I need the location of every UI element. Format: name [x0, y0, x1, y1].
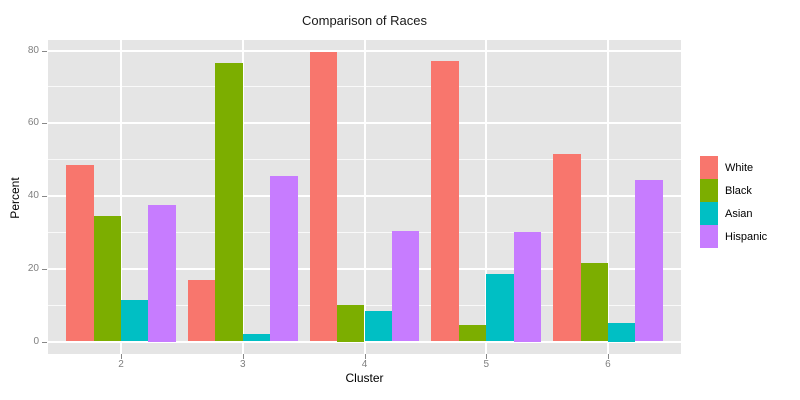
bar-black-cluster-4: [337, 305, 365, 342]
legend-item: Black: [700, 179, 767, 202]
gridline-major: [48, 122, 681, 125]
legend-label: White: [725, 161, 754, 174]
legend-swatch-black: [700, 179, 718, 202]
x-axis-tick: [242, 354, 244, 359]
bar-white-cluster-6: [553, 154, 581, 342]
legend-label: Black: [725, 184, 752, 197]
gridline-major: [48, 49, 681, 52]
y-axis-tick: [42, 196, 47, 197]
chart-title: Comparison of Races: [302, 13, 427, 28]
y-tick-label: 80: [27, 44, 39, 56]
bar-white-cluster-3: [187, 279, 216, 342]
gridline-vertical: [120, 40, 123, 354]
y-axis-tick: [42, 123, 47, 125]
bar-hispanic-cluster-4: [391, 230, 420, 342]
gridline-vertical: [241, 40, 244, 354]
x-tick-label: 3: [239, 359, 246, 370]
x-axis-tick: [607, 354, 609, 359]
legend-item: White: [700, 156, 767, 179]
bar-asian-cluster-6: [607, 323, 636, 342]
bar-hispanic-cluster-3: [270, 175, 298, 342]
gridline-major: [48, 195, 681, 197]
gridline-minor: [48, 231, 681, 233]
bar-white-cluster-2: [66, 165, 94, 342]
x-tick-label: 2: [118, 359, 124, 370]
legend: White Black Asian Hispanic: [700, 156, 767, 248]
y-tick-label: 20: [27, 262, 39, 274]
bar-black-cluster-3: [215, 63, 243, 342]
gridline-minor: [48, 304, 681, 306]
bar-hispanic-cluster-6: [635, 179, 663, 342]
x-tick-label: 5: [483, 359, 489, 370]
gridline-major: [48, 340, 681, 343]
x-tick-label: 4: [361, 359, 368, 370]
gridline-major: [48, 267, 681, 270]
bar-asian-cluster-3: [242, 334, 271, 342]
y-tick-label: 0: [33, 335, 39, 347]
gridline-vertical: [363, 40, 366, 354]
plot-panel: [48, 40, 681, 354]
gridline-minor: [48, 86, 681, 88]
x-tick-label: 6: [605, 359, 611, 370]
bar-black-cluster-2: [93, 216, 122, 342]
bar-asian-cluster-4: [364, 310, 392, 342]
bar-asian-cluster-5: [486, 274, 514, 342]
bar-white-cluster-4: [309, 52, 338, 342]
gridline-vertical: [485, 40, 488, 354]
gridline-minor: [48, 159, 681, 161]
bar-black-cluster-5: [458, 325, 487, 342]
bar-hispanic-cluster-2: [148, 205, 176, 342]
gridline-vertical: [606, 40, 609, 354]
bar-black-cluster-6: [580, 263, 608, 342]
x-axis-tick: [364, 354, 366, 359]
y-tick-label: 40: [27, 190, 39, 201]
legend-label: Asian: [725, 207, 753, 220]
y-axis-tick: [42, 50, 47, 52]
bar-white-cluster-5: [431, 61, 459, 342]
x-axis-tick: [121, 354, 123, 359]
y-tick-label: 60: [27, 117, 39, 129]
y-axis-tick: [42, 341, 47, 343]
x-axis-title: Cluster: [345, 371, 384, 385]
legend-label: Hispanic: [725, 230, 768, 243]
bar-hispanic-cluster-5: [513, 232, 541, 342]
y-axis-tick: [42, 268, 47, 270]
bar-asian-cluster-2: [121, 299, 149, 342]
legend-swatch-hispanic: [700, 225, 718, 248]
legend-item: Asian: [700, 202, 767, 225]
legend-swatch-asian: [700, 202, 718, 225]
legend-swatch-white: [700, 156, 718, 179]
x-axis-tick: [486, 354, 488, 359]
legend-item: Hispanic: [700, 225, 767, 248]
